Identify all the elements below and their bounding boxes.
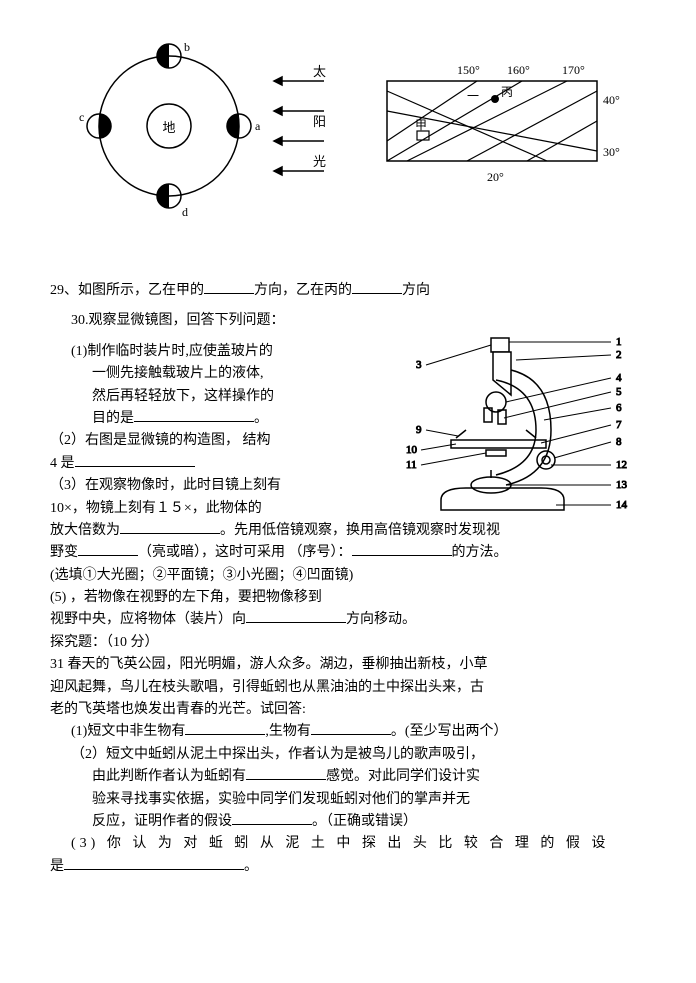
earth-label: 地 (162, 120, 175, 135)
text: 野变 (50, 545, 78, 560)
svg-text:5: 5 (616, 386, 622, 398)
q31-p2-b: 由此判断作者认为蚯蚓有 感觉。对此同学们设计实 (50, 766, 646, 788)
label-a: a (255, 119, 261, 133)
text: 目的是 (92, 411, 134, 426)
microscope-diagram: 1 2 3 4 5 6 7 8 9 10 11 12 13 14 (396, 330, 646, 538)
map-grid-diagram: 150° 160° 170° 40° 30° 20° 丙 甲 一 (367, 56, 627, 204)
svg-text:10: 10 (406, 444, 418, 456)
blank[interactable] (120, 520, 220, 534)
top-label-2: 170° (562, 63, 585, 77)
q30-p1-l3: 然后再轻轻放下，这样操作的 (50, 386, 360, 408)
svg-text:6: 6 (616, 402, 622, 414)
blank[interactable] (246, 609, 346, 623)
text: 由此判断作者认为蚯蚓有 (92, 769, 246, 784)
svg-text:12: 12 (616, 459, 627, 471)
line-mark: 一 (467, 89, 479, 103)
q30-p2-b: 4 是 (50, 453, 360, 475)
sun-label-2: 阳 (313, 114, 326, 129)
blank[interactable] (204, 280, 254, 294)
label-d: d (182, 205, 188, 219)
q31-l1: 31 春天的飞英公园，阳光明媚，游人众多。湖边，垂柳抽出新枝，小草 (50, 654, 646, 676)
q30-p1-l4: 目的是 。 (50, 408, 360, 430)
q31-l2: 迎风起舞，鸟儿在枝头歌唱，引得蚯蚓也从黑油油的土中探出头来，古 (50, 677, 646, 699)
blank[interactable] (75, 453, 195, 467)
q30-p5b: 视野中央，应将物体（装片）向 方向移动。 (50, 609, 646, 631)
sun-label-1: 太 (313, 64, 326, 79)
svg-text:11: 11 (406, 459, 417, 471)
q31-p3-b: 是。 (50, 856, 646, 878)
blank[interactable] (78, 542, 138, 556)
q31-l3: 老的飞英塔也焕发出青春的光芒。试回答: (50, 699, 646, 721)
q29-text-1: 方向，乙在丙的 (254, 283, 352, 298)
q30-p3-a: （3）在观察物像时，此时目镜上刻有 (50, 475, 360, 497)
blank[interactable] (134, 408, 254, 422)
text: 是 (50, 859, 64, 874)
q30-p5: (5) ，若物像在视野的左下角，要把物像移到 (50, 587, 646, 609)
svg-text:4: 4 (616, 372, 622, 384)
text: ,生物有 (265, 724, 311, 739)
q30-p1-l2: 一侧先接触载玻片上的液体, (50, 363, 360, 385)
svg-text:14: 14 (616, 499, 628, 511)
blank[interactable] (352, 280, 402, 294)
sun-label-3: 光 (313, 154, 326, 169)
text: 的方法。 (452, 545, 508, 560)
q31-p1: (1)短文中非生物有 ,生物有 。(至少写出两个） (50, 721, 646, 743)
bottom-label: 20° (487, 170, 504, 184)
svg-text:13: 13 (616, 479, 628, 491)
text: 。 (254, 411, 268, 426)
q30-p1-l1: (1)制作临时装片时,应使盖玻片的 (50, 341, 360, 363)
svg-text:2: 2 (616, 349, 622, 361)
moon-phase-diagram: 地 a b c d (69, 26, 329, 234)
text: 4 是 (50, 456, 75, 471)
svg-text:3: 3 (416, 359, 422, 371)
svg-text:9: 9 (416, 424, 422, 436)
question-30: 30.观察显微镜图，回答下列问题： (50, 310, 646, 878)
blank[interactable] (185, 721, 265, 735)
blank[interactable] (232, 811, 312, 825)
top-label-0: 150° (457, 63, 480, 77)
svg-text:1: 1 (616, 336, 622, 348)
text: 方向移动。 (346, 612, 416, 627)
right-label-1: 30° (603, 145, 620, 159)
text: （亮或暗），这时可采用 （序号）： (138, 545, 352, 560)
q31-p2-a: （2）短文中蚯蚓从泥土中探出头，作者认为是被鸟儿的歌声吸引， (50, 744, 646, 766)
text: (1)短文中非生物有 (71, 724, 185, 739)
blank[interactable] (311, 721, 391, 735)
label-b: b (184, 40, 190, 54)
explore-header: 探究题：（10 分） (50, 632, 646, 654)
point-jia: 甲 (415, 118, 427, 132)
diagrams-row: 地 a b c d (50, 20, 646, 240)
blank[interactable] (64, 856, 244, 870)
q30-p3-b: 10×，物镜上刻有１５×，此物体的 (50, 498, 360, 520)
q30-p4: (选填①大光圈；②平面镜；③小光圈；④凹面镜) (50, 565, 646, 587)
text: 。（正确或错误） (312, 814, 417, 829)
right-label-0: 40° (603, 93, 620, 107)
q30-p3-d: 野变 （亮或暗），这时可采用 （序号）： 的方法。 (50, 542, 646, 564)
q29-number: 29、 (50, 283, 78, 298)
text: 感觉。对此同学们设计实 (326, 769, 480, 784)
text: 反应，证明作者的假设 (92, 814, 232, 829)
blank[interactable] (352, 542, 452, 556)
q30-p2-a: （2）右图是显微镜的构造图， 结构 (50, 430, 360, 452)
text: 。 (244, 859, 258, 874)
point-bing: 丙 (501, 85, 513, 99)
svg-text:8: 8 (616, 436, 622, 448)
text: 。(至少写出两个） (391, 724, 508, 739)
svg-text:7: 7 (616, 419, 622, 431)
q29-text-2: 方向 (402, 283, 430, 298)
question-29: 29、如图所示，乙在甲的 方向，乙在丙的 方向 (50, 280, 646, 302)
blank[interactable] (246, 766, 326, 780)
text: 放大倍数为 (50, 523, 120, 538)
q31-p3-a: (3) 你 认 为 对 蚯 蚓 从 泥 土 中 探 出 头 比 较 合 理 的 … (50, 833, 646, 855)
top-label-1: 160° (507, 63, 530, 77)
q29-text-0: 如图所示，乙在甲的 (78, 283, 204, 298)
q31-p2-c: 验来寻找事实依据，实验中同学们发现蚯蚓对他们的掌声并无 (50, 789, 646, 811)
q31-p2-d: 反应，证明作者的假设 。（正确或错误） (50, 811, 646, 833)
text: 视野中央，应将物体（装片）向 (50, 612, 246, 627)
label-c: c (79, 110, 84, 124)
